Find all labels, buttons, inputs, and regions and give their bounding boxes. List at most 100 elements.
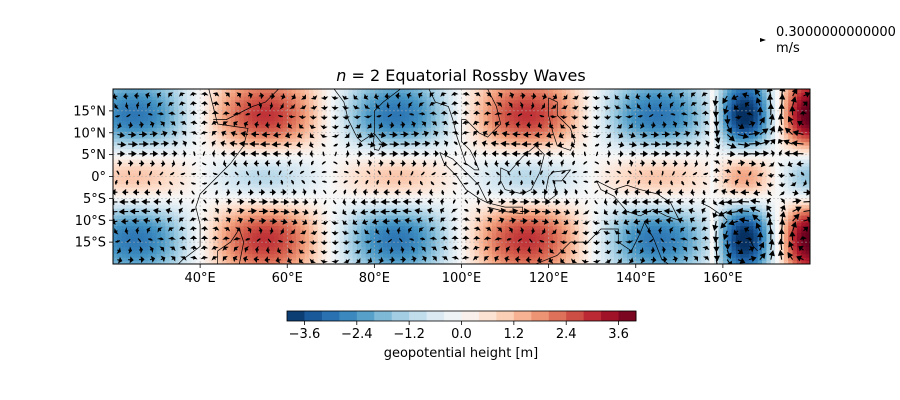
heatmap-cell xyxy=(291,194,297,199)
heatmap-cell xyxy=(239,166,245,171)
heatmap-cell xyxy=(383,187,389,192)
heatmap-cell xyxy=(435,197,441,202)
heatmap-cell xyxy=(147,162,153,167)
heatmap-cell xyxy=(147,253,153,258)
heatmap-cell xyxy=(126,183,132,188)
heatmap-cell xyxy=(173,124,179,129)
heatmap-cell xyxy=(330,124,336,129)
heatmap-cell xyxy=(261,159,267,164)
heatmap-cell xyxy=(200,194,206,199)
heatmap-cell xyxy=(352,204,358,209)
heatmap-cell xyxy=(165,120,171,125)
heatmap-cell xyxy=(348,124,354,129)
heatmap-cell xyxy=(243,155,249,160)
heatmap-cell xyxy=(365,99,371,104)
heatmap-cell xyxy=(461,99,467,104)
heatmap-cell xyxy=(269,169,275,174)
heatmap-cell xyxy=(143,103,149,108)
heatmap-cell xyxy=(330,183,336,188)
heatmap-cell xyxy=(348,204,354,209)
heatmap-cell xyxy=(274,218,280,223)
heatmap-cell xyxy=(291,211,297,216)
heatmap-cell xyxy=(326,162,332,167)
heatmap-cell xyxy=(383,127,389,132)
heatmap-cell xyxy=(182,250,188,255)
heatmap-cell xyxy=(448,250,454,255)
heatmap-cell xyxy=(187,250,193,255)
heatmap-cell xyxy=(422,155,428,160)
heatmap-cell xyxy=(252,117,258,122)
heatmap-cell xyxy=(383,183,389,188)
heatmap-cell xyxy=(208,176,214,181)
heatmap-cell xyxy=(457,201,463,206)
heatmap-cell xyxy=(435,239,441,244)
heatmap-cell xyxy=(539,225,545,230)
heatmap-cell xyxy=(452,117,458,122)
heatmap-cell xyxy=(361,148,367,153)
heatmap-cell xyxy=(200,253,206,258)
heatmap-cell xyxy=(252,103,258,108)
heatmap-cell xyxy=(252,180,258,185)
heatmap-cell xyxy=(178,113,184,118)
heatmap-cell xyxy=(217,243,223,248)
heatmap-cell xyxy=(330,138,336,143)
heatmap-cell xyxy=(426,138,432,143)
heatmap-cell xyxy=(518,162,524,167)
heatmap-cell xyxy=(156,197,162,202)
heatmap-cell xyxy=(439,155,445,160)
heatmap-cell xyxy=(387,155,393,160)
heatmap-cell xyxy=(474,141,480,146)
heatmap-cell xyxy=(391,173,397,178)
heatmap-cell xyxy=(544,127,550,132)
heatmap-cell xyxy=(500,124,506,129)
heatmap-cell xyxy=(226,127,232,132)
heatmap-cell xyxy=(522,176,528,181)
heatmap-cell xyxy=(134,152,140,157)
heatmap-cell xyxy=(478,236,484,241)
heatmap-cell xyxy=(304,218,310,223)
heatmap-cell xyxy=(208,190,214,195)
heatmap-cell xyxy=(339,162,345,167)
heatmap-cell xyxy=(539,138,545,143)
heatmap-cell xyxy=(322,166,328,171)
heatmap-cell xyxy=(274,120,280,125)
heatmap-cell xyxy=(518,145,524,150)
heatmap-cell xyxy=(178,215,184,220)
heatmap-cell xyxy=(474,138,480,143)
heatmap-cell xyxy=(256,236,262,241)
heatmap-cell xyxy=(117,229,123,234)
heatmap-cell xyxy=(191,204,197,209)
heatmap-cell xyxy=(396,253,402,258)
heatmap-cell xyxy=(234,155,240,160)
heatmap-cell xyxy=(431,201,436,206)
heatmap-cell xyxy=(274,187,280,192)
heatmap-cell xyxy=(461,110,467,115)
heatmap-cell xyxy=(213,204,219,209)
heatmap-cell xyxy=(444,187,450,192)
heatmap-cell xyxy=(531,166,537,171)
heatmap-cell xyxy=(113,236,118,241)
heatmap-cell xyxy=(356,148,362,153)
heatmap-cell xyxy=(387,183,393,188)
heatmap-cell xyxy=(404,260,410,264)
heatmap-cell xyxy=(252,106,258,111)
heatmap-cell xyxy=(500,106,506,111)
heatmap-cell xyxy=(309,127,314,132)
heatmap-cell xyxy=(526,225,532,230)
heatmap-cell xyxy=(217,103,223,108)
heatmap-cell xyxy=(374,208,380,213)
heatmap-cell xyxy=(156,117,162,122)
heatmap-cell xyxy=(217,152,223,157)
heatmap-cell xyxy=(483,208,489,213)
heatmap-cell xyxy=(248,124,253,129)
heatmap-cell xyxy=(448,236,454,241)
heatmap-cell xyxy=(396,166,402,171)
heatmap-cell xyxy=(130,222,136,227)
heatmap-cell xyxy=(309,253,314,258)
heatmap-cell xyxy=(178,176,184,181)
heatmap-cell xyxy=(457,89,463,94)
heatmap-cell xyxy=(365,208,371,213)
heatmap-cell xyxy=(117,204,123,209)
heatmap-cell xyxy=(417,250,423,255)
heatmap-cell xyxy=(256,208,262,213)
